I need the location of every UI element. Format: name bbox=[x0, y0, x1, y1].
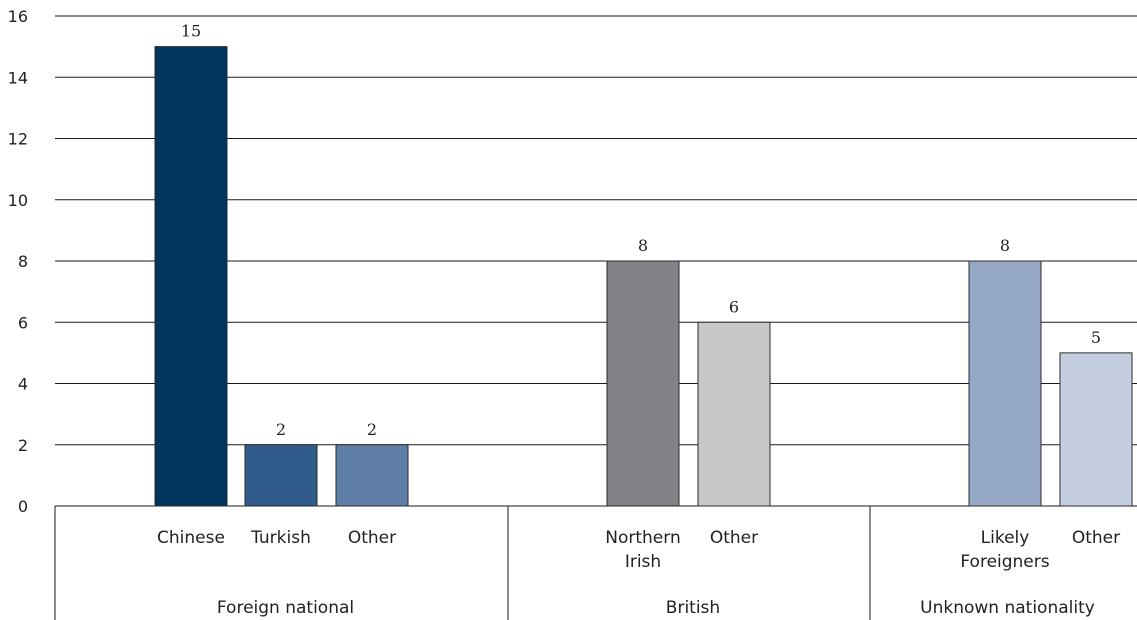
value-label: 8 bbox=[1000, 236, 1010, 255]
y-tick-label: 4 bbox=[18, 375, 28, 394]
bar-british-northern-irish bbox=[606, 260, 680, 507]
group-label: British bbox=[666, 598, 720, 618]
y-tick-label: 14 bbox=[8, 68, 28, 87]
group-label: Foreign national bbox=[217, 598, 354, 618]
value-label: 15 bbox=[181, 22, 201, 41]
y-tick-label: 8 bbox=[18, 252, 28, 271]
category-label: Turkish bbox=[250, 528, 311, 548]
y-tick-label: 12 bbox=[8, 130, 28, 149]
value-label: 2 bbox=[276, 420, 286, 439]
value-label: 2 bbox=[367, 420, 377, 439]
bar-foreign-national-other bbox=[335, 444, 409, 507]
category-axis: Chinese Turkish Other Foreign national North… bbox=[54, 506, 1120, 620]
y-tick-label: 6 bbox=[18, 313, 28, 332]
category-label: Northern bbox=[605, 528, 680, 548]
bar-foreign-national-turkish bbox=[244, 444, 318, 507]
category-label: Irish bbox=[625, 552, 661, 572]
bar-unknown-nationality-likely-foreigners bbox=[968, 260, 1042, 507]
y-tick-label: 10 bbox=[8, 191, 28, 210]
bar-british-other bbox=[697, 321, 771, 507]
value-label: 8 bbox=[638, 236, 648, 255]
bar-foreign-national-chinese bbox=[154, 46, 228, 507]
category-label: Other bbox=[1072, 528, 1120, 548]
category-label: Likely bbox=[981, 528, 1030, 548]
group-label: Unknown nationality bbox=[920, 598, 1095, 618]
bar-unknown-nationality-other bbox=[1059, 352, 1133, 507]
y-axis-tick-labels: 0 2 4 6 8 10 12 14 16 bbox=[8, 7, 28, 516]
value-labels: 15 2 2 8 6 8 5 bbox=[181, 22, 1101, 439]
category-label: Other bbox=[348, 528, 396, 548]
category-label: Other bbox=[710, 528, 758, 548]
value-label: 6 bbox=[729, 297, 739, 316]
category-label: Chinese bbox=[157, 528, 225, 548]
y-tick-label: 2 bbox=[18, 436, 28, 455]
category-label: Foreigners bbox=[960, 552, 1049, 572]
y-tick-label: 0 bbox=[18, 497, 28, 516]
y-tick-label: 16 bbox=[8, 7, 28, 26]
gridlines bbox=[55, 15, 1137, 507]
bars bbox=[154, 46, 1133, 507]
value-label: 5 bbox=[1091, 328, 1101, 347]
